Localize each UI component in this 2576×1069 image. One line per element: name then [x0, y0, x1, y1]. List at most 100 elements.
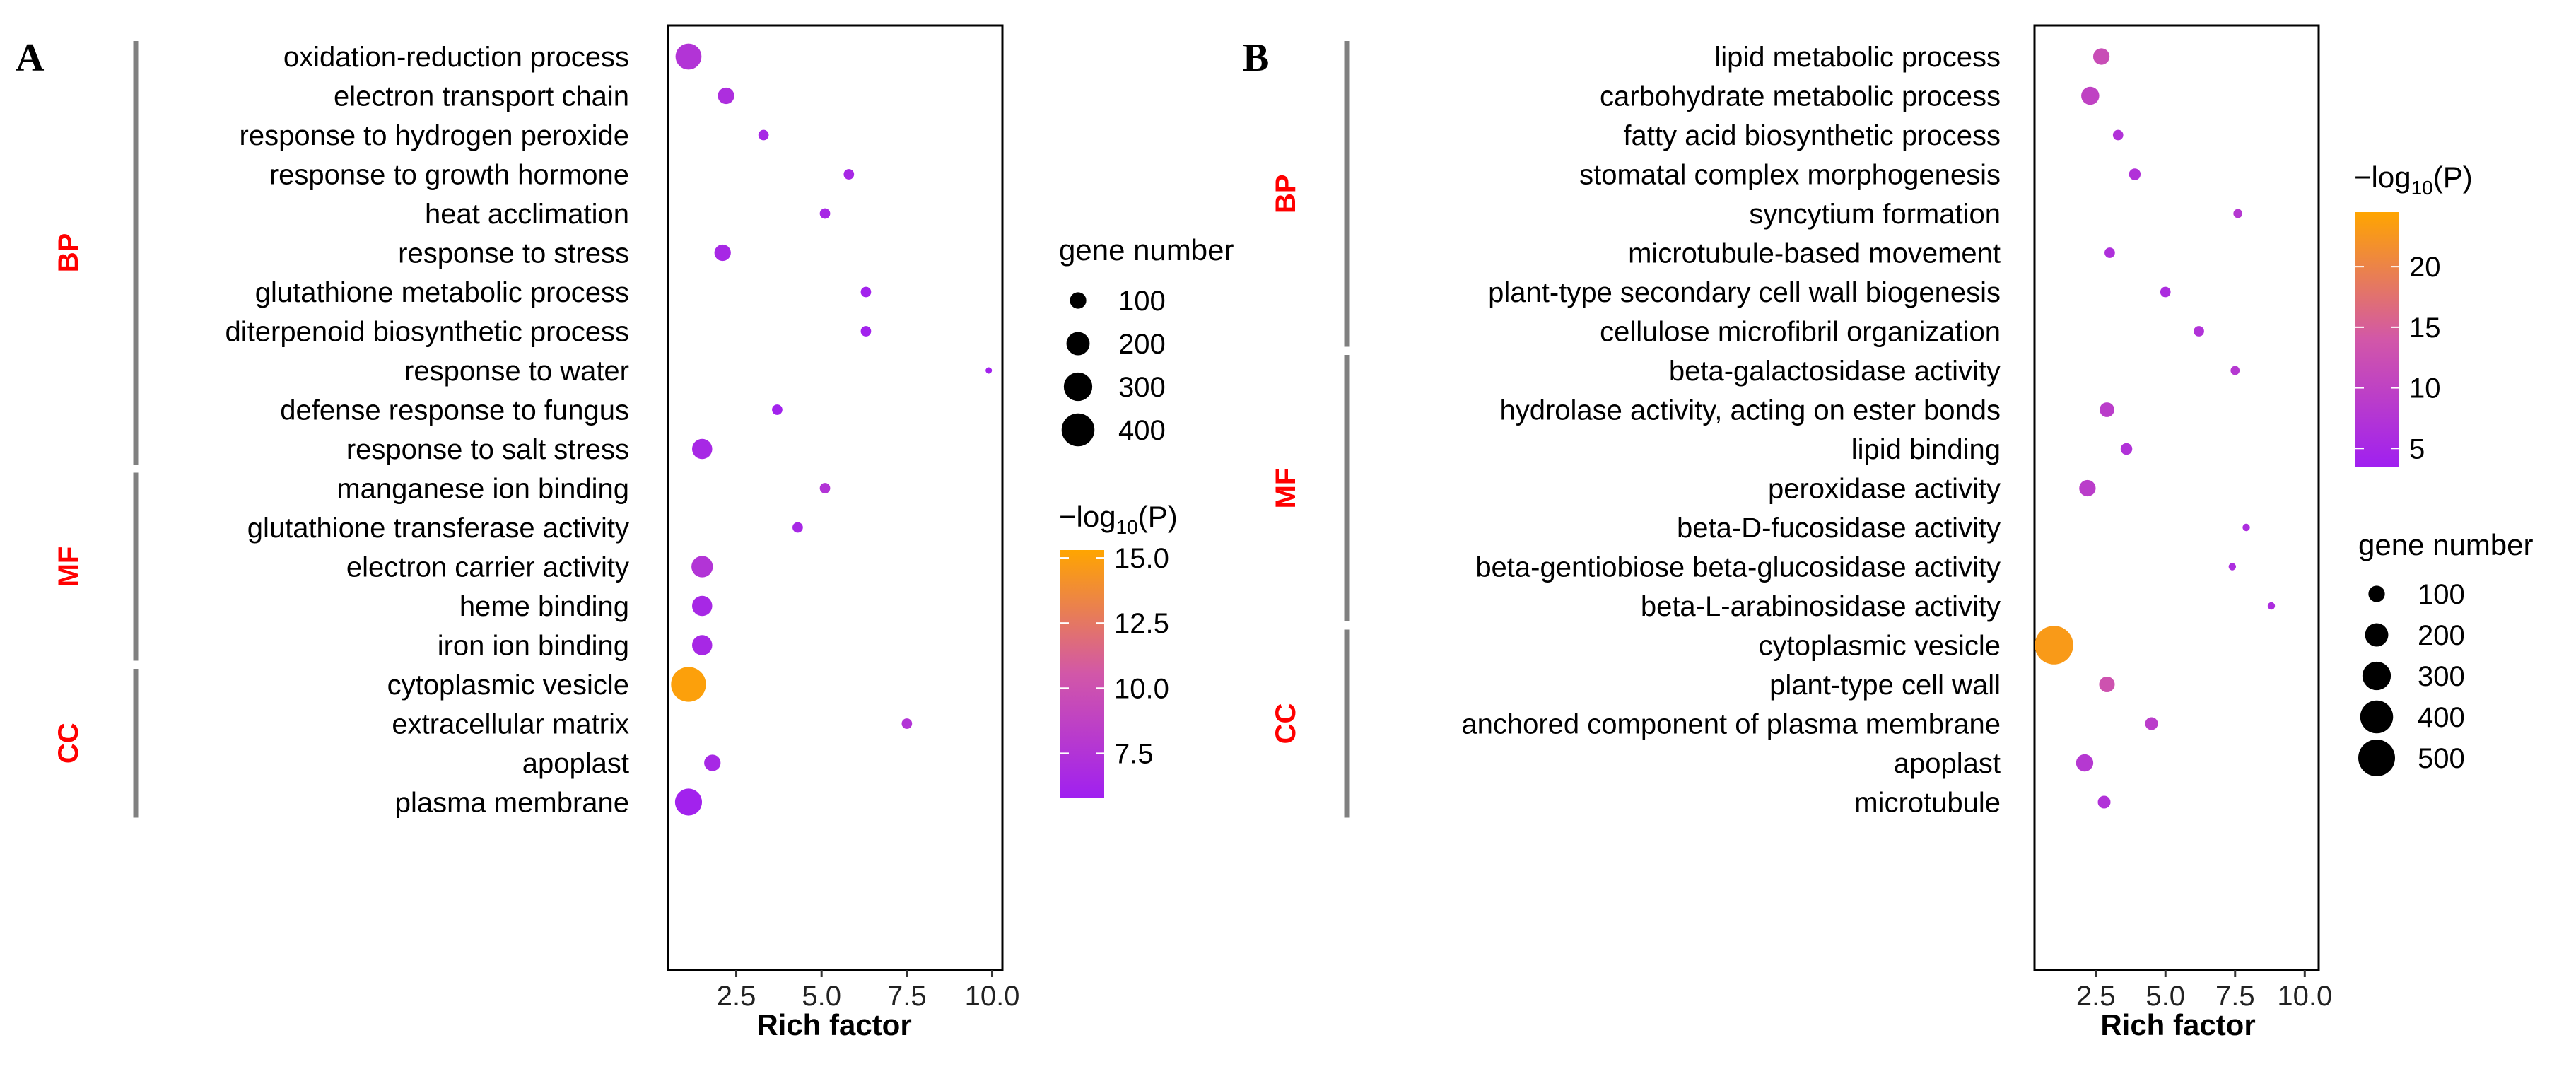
panel-a-color-legend-title: −log10(P) [1059, 500, 1178, 538]
panel-b-point [2035, 626, 2073, 665]
panel-b-point [2145, 717, 2158, 730]
panel-b-color-legend-title-prefix: −log [2354, 160, 2411, 194]
panel-a-x-tick-label: 7.5 [887, 981, 927, 1012]
panel-b-category-label: cellulose microfibril organization [1600, 317, 2001, 348]
panel-a-category-label: defense response to fungus [280, 395, 629, 426]
panel-a-point [714, 244, 731, 262]
panel-a-size-legend-label: 100 [1118, 286, 1166, 317]
panel-b-color-legend-ticks: 5 10 15 20 [2355, 252, 2441, 465]
panel-a-color-legend-title-suffix: (P) [1138, 500, 1178, 533]
panel-b-color-legend-label: 15 [2409, 312, 2441, 344]
panel-b-size-legend-dot [2362, 661, 2391, 691]
panel-b-category-label: fatty acid biosynthetic process [1623, 120, 2001, 151]
panel-a-group-labels: BP MF CC [53, 233, 84, 764]
panel-a-size-legend-items: 100 200 300 400 [1061, 286, 1166, 447]
panel-a: A BP MF CC oxidation-reduction process elec… [16, 24, 1234, 1041]
panel-a-point [901, 718, 913, 729]
panel-a-point [819, 483, 831, 493]
panel-b-category-labels: lipid metabolic process carbohydrate meta… [1461, 42, 2001, 819]
panel-b-point [2092, 48, 2110, 65]
panel-b-point [2079, 479, 2096, 497]
panel-b-color-legend-title: −log10(P) [2354, 160, 2473, 199]
panel-a-point [692, 635, 713, 655]
panel-b-category-label: beta-gentiobiose beta-glucosidase activi… [1475, 552, 2001, 583]
panel-a-category-label: response to stress [398, 238, 629, 269]
panel-b-size-legend-label: 200 [2418, 620, 2465, 651]
panel-a-color-legend-title-prefix: −log [1059, 500, 1116, 533]
panel-a-category-label: electron carrier activity [346, 552, 629, 583]
panel-a-color-legend-label: 10.0 [1114, 673, 1169, 704]
panel-a-category-label: heat acclimation [425, 199, 629, 230]
panel-b-points [2035, 48, 2276, 809]
panel-a-category-label: response to growth hormone [269, 160, 629, 191]
panel-a-size-legend-dot [1063, 372, 1093, 402]
panel-b-group-label: CC [1270, 703, 1301, 744]
panel-a-size-legend-label: 200 [1118, 329, 1166, 360]
panel-a-point [674, 788, 703, 816]
panel-a-x-tick-label: 10.0 [965, 981, 1020, 1012]
panel-b-point [2129, 168, 2141, 180]
panel-b-point [2081, 86, 2100, 105]
panel-a-size-legend: gene number 100 200 300 400 [1059, 233, 1234, 447]
panel-b-letter: B [1243, 36, 1269, 80]
panel-a-size-legend-dot [1061, 413, 1095, 447]
panel-b-point [2230, 366, 2240, 375]
panel-b-size-legend-title: gene number [2358, 528, 2534, 561]
panel-b-color-legend-label: 20 [2409, 252, 2441, 283]
panel-a-points [671, 43, 993, 816]
panel-a-color-legend-ticks: 7.5 10.0 12.5 15.0 [1060, 543, 1169, 769]
panel-a-color-legend: −log10(P) 7.5 10.0 12.5 15.0 [1059, 500, 1178, 798]
panel-b-color-legend-label: 10 [2409, 373, 2441, 404]
panel-a-group-label: CC [53, 723, 84, 764]
panel-b-point [2120, 443, 2133, 455]
panel-b-color-legend-label: 5 [2409, 433, 2425, 465]
panel-b-category-label: peroxidase activity [1768, 474, 2001, 505]
panel-a-category-label: oxidation-reduction process [283, 42, 629, 73]
panel-a-x-axis-title: Rich factor [756, 1008, 911, 1041]
panel-a-x-tick-label: 2.5 [717, 981, 756, 1012]
panel-a-point [860, 286, 872, 298]
panel-a-category-label: response to water [404, 356, 629, 387]
panel-b-size-legend-label: 100 [2418, 579, 2465, 610]
panel-a-point [985, 367, 993, 374]
panel-b-size-legend-dot [2365, 623, 2389, 647]
panel-a-size-legend-dot [1070, 292, 1087, 309]
panel-b-point [2112, 129, 2124, 141]
panel-b-size-legend: gene number 100 200 300 400 500 [2358, 528, 2534, 776]
panel-a-category-label: response to salt stress [346, 434, 629, 465]
panel-b-category-label: anchored component of plasma membrane [1461, 709, 2001, 740]
panel-b-point [2097, 795, 2111, 809]
panel-b-color-legend: −log10(P) 5 10 15 20 [2354, 160, 2473, 467]
panel-b-size-legend-dot [2368, 585, 2385, 602]
panel-a-category-label: electron transport chain [334, 81, 629, 112]
panel-a-color-legend-label: 12.5 [1114, 608, 1169, 639]
panel-b-group-labels: BP MF CC [1270, 174, 1301, 744]
panel-b-category-label: plant-type cell wall [1769, 670, 2001, 701]
panel-a-point [671, 667, 706, 702]
panel-b-size-legend-label: 300 [2418, 661, 2465, 692]
panel-a-color-legend-label: 7.5 [1114, 738, 1154, 769]
panel-a-category-label: diterpenoid biosynthetic process [226, 317, 629, 348]
panel-a-size-legend-dot [1066, 332, 1090, 356]
panel-b-color-legend-title-sub: 10 [2411, 177, 2433, 199]
panel-a-x-tick-label: 5.0 [802, 981, 841, 1012]
panel-a-point [675, 43, 702, 70]
panel-a-category-label: plasma membrane [395, 788, 629, 819]
panel-b-category-label: lipid binding [1851, 434, 2001, 465]
panel-b-x-tick-label: 7.5 [2215, 981, 2255, 1012]
panel-b-point [2242, 523, 2250, 532]
panel-b-size-legend-dot [2360, 700, 2394, 734]
panel-b-size-legend-dot [2358, 740, 2395, 776]
panel-b-category-label: microtubule-based movement [1628, 238, 2001, 269]
panel-a-category-label: iron ion binding [438, 631, 629, 662]
panel-b-point [2267, 602, 2276, 610]
panel-a-size-legend-label: 400 [1118, 415, 1166, 446]
panel-b-category-label: carbohydrate metabolic process [1600, 81, 2001, 112]
panel-a-category-label: heme binding [459, 591, 629, 622]
panel-a-group-label: BP [53, 233, 84, 273]
panel-a-point [692, 595, 713, 617]
panel-b-point [2233, 209, 2243, 218]
panel-a-category-label: apoplast [522, 748, 629, 779]
panel-b-point [2099, 676, 2115, 693]
